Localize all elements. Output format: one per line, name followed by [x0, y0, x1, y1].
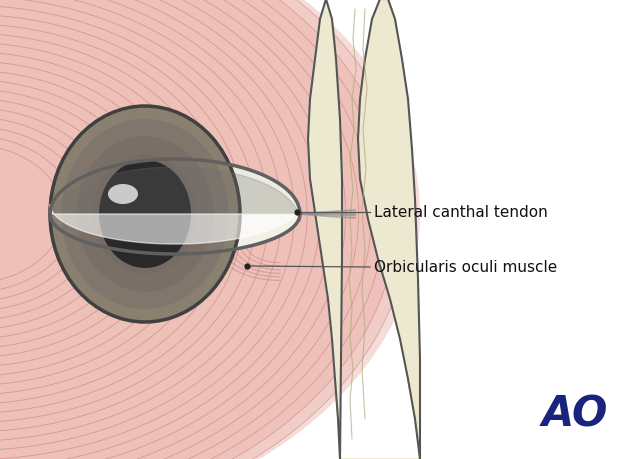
Polygon shape — [50, 160, 300, 254]
Text: Orbicularis oculi muscle: Orbicularis oculi muscle — [374, 260, 557, 275]
Ellipse shape — [0, 0, 384, 459]
Ellipse shape — [0, 90, 140, 339]
Ellipse shape — [0, 0, 320, 459]
Ellipse shape — [0, 6, 255, 423]
Polygon shape — [50, 160, 300, 214]
Ellipse shape — [61, 120, 229, 309]
Ellipse shape — [0, 127, 89, 302]
Ellipse shape — [0, 34, 217, 395]
Ellipse shape — [0, 16, 243, 414]
Ellipse shape — [0, 0, 307, 459]
Ellipse shape — [0, 0, 371, 459]
Text: AO: AO — [542, 393, 608, 435]
Ellipse shape — [0, 62, 179, 367]
Ellipse shape — [108, 185, 138, 205]
Text: Lateral canthal tendon: Lateral canthal tendon — [374, 205, 547, 220]
Ellipse shape — [0, 99, 127, 330]
Ellipse shape — [99, 161, 191, 269]
Polygon shape — [308, 0, 420, 459]
Ellipse shape — [77, 137, 213, 292]
Ellipse shape — [0, 0, 410, 459]
Ellipse shape — [0, 0, 294, 450]
Ellipse shape — [0, 0, 420, 459]
Polygon shape — [50, 168, 300, 223]
Ellipse shape — [0, 118, 102, 312]
Ellipse shape — [0, 0, 281, 441]
Ellipse shape — [0, 0, 397, 459]
Ellipse shape — [0, 0, 268, 432]
Ellipse shape — [0, 25, 230, 404]
Ellipse shape — [0, 0, 358, 459]
Ellipse shape — [0, 108, 114, 321]
Ellipse shape — [50, 107, 240, 322]
Ellipse shape — [0, 0, 346, 459]
Polygon shape — [50, 205, 300, 245]
Ellipse shape — [0, 136, 76, 293]
Ellipse shape — [0, 0, 333, 459]
Ellipse shape — [93, 155, 197, 274]
Ellipse shape — [0, 53, 192, 376]
Polygon shape — [50, 214, 300, 254]
Ellipse shape — [0, 71, 166, 358]
Ellipse shape — [0, 146, 63, 284]
Ellipse shape — [0, 80, 153, 348]
Ellipse shape — [0, 44, 204, 386]
